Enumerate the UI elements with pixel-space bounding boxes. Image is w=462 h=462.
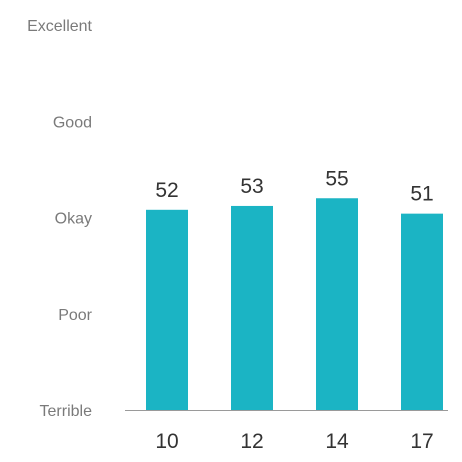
data-label: 55 xyxy=(325,167,348,190)
x-tick-label: 12 xyxy=(240,430,263,453)
bar xyxy=(401,213,443,410)
x-tick-label: 14 xyxy=(325,430,349,453)
y-tick-label: Good xyxy=(53,114,92,131)
data-label: 51 xyxy=(410,183,433,206)
bar xyxy=(316,198,358,410)
data-labels: 52 53 55 51 xyxy=(155,167,433,205)
bars xyxy=(146,198,443,410)
data-label: 53 xyxy=(240,175,263,198)
x-axis-labels: 10 12 14 17 xyxy=(155,430,433,453)
y-axis-labels: Terrible Poor Okay Good Excellent xyxy=(27,18,93,420)
bar xyxy=(146,209,188,410)
data-label: 52 xyxy=(155,179,178,202)
y-tick-label: Terrible xyxy=(40,403,93,420)
bar xyxy=(231,205,273,410)
y-tick-label: Excellent xyxy=(27,18,92,35)
y-tick-label: Okay xyxy=(55,211,92,228)
y-tick-label: Poor xyxy=(58,307,92,324)
x-tick-label: 17 xyxy=(410,430,433,453)
x-tick-label: 10 xyxy=(155,430,178,453)
